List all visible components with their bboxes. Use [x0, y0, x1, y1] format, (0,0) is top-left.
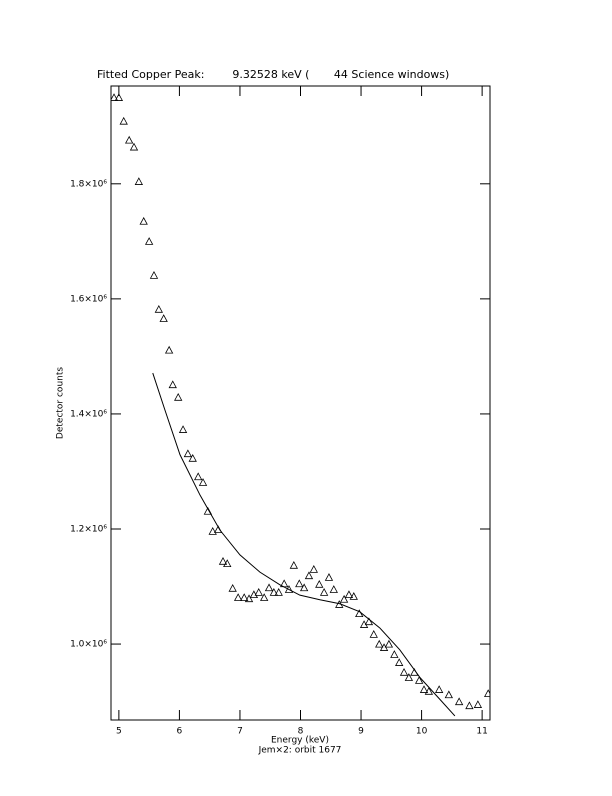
triangle-marker	[274, 588, 283, 596]
triangle-marker	[304, 571, 314, 580]
triangle-marker	[375, 639, 384, 648]
triangle-marker	[369, 630, 378, 638]
triangle-marker	[218, 556, 228, 565]
triangle-marker	[339, 594, 349, 603]
triangle-marker	[144, 237, 154, 245]
x-tick-label: 7	[237, 727, 243, 737]
triangle-marker	[183, 449, 193, 458]
y-tick-label: 1.6×10⁶	[70, 294, 107, 304]
triangle-marker	[198, 478, 208, 486]
triangle-marker	[419, 685, 429, 693]
triangle-marker	[289, 560, 299, 569]
triangle-marker	[159, 314, 168, 322]
x-tick-label: 8	[298, 727, 304, 737]
subtitle: Jem×2: orbit 1677	[258, 746, 342, 756]
fit-line	[152, 372, 456, 717]
triangle-marker	[149, 271, 159, 279]
x-tick-label: 9	[358, 727, 364, 737]
y-tick-label: 1.0×10⁶	[70, 640, 107, 650]
chart-title: Fitted Copper Peak: 9.32528 keV ( 44 Sci…	[97, 68, 449, 81]
triangle-marker	[134, 177, 144, 185]
triangle-marker	[188, 453, 197, 462]
triangle-marker	[244, 594, 254, 603]
triangle-marker	[473, 700, 483, 708]
triangle-marker	[384, 639, 394, 648]
triangle-marker	[299, 583, 309, 592]
triangle-marker	[444, 690, 454, 699]
triangle-marker	[269, 588, 279, 596]
triangle-marker	[329, 585, 338, 593]
triangle-marker	[174, 392, 183, 401]
triangle-marker	[114, 93, 124, 101]
triangle-marker	[264, 583, 274, 592]
triangle-marker	[424, 686, 434, 695]
triangle-marker	[223, 559, 232, 567]
triangle-marker	[254, 588, 263, 596]
triangle-marker	[324, 573, 334, 581]
triangle-marker	[465, 701, 474, 710]
triangle-marker	[284, 585, 294, 593]
triangle-marker	[208, 527, 217, 535]
y-tick-label: 1.2×10⁶	[70, 524, 107, 534]
y-tick-label: 1.4×10⁶	[70, 409, 107, 419]
y-tick-label: 1.8×10⁶	[70, 179, 107, 189]
triangle-marker	[395, 658, 404, 666]
triangle-marker	[228, 583, 237, 592]
triangle-marker	[168, 380, 177, 389]
triangle-marker	[364, 617, 374, 626]
triangle-marker	[390, 650, 399, 658]
triangle-marker	[349, 592, 358, 600]
triangle-marker	[404, 673, 414, 681]
x-tick-label: 5	[116, 727, 122, 737]
triangle-marker	[194, 472, 203, 481]
y-axis-label: Detector counts	[56, 367, 66, 439]
triangle-marker	[260, 593, 269, 601]
triangle-marker	[129, 142, 139, 151]
triangle-marker	[454, 697, 464, 706]
triangle-marker	[111, 93, 119, 101]
triangle-marker	[119, 116, 128, 125]
x-tick-label: 11	[476, 727, 487, 737]
triangle-marker	[154, 304, 163, 313]
x-tick-label: 6	[177, 727, 183, 737]
triangle-marker	[309, 564, 318, 573]
triangle-marker	[233, 593, 243, 601]
triangle-marker	[295, 579, 304, 588]
plot-frame	[110, 85, 491, 721]
x-axis-label: Energy (keV)	[271, 736, 329, 746]
triangle-marker	[164, 345, 174, 354]
triangle-marker	[414, 676, 424, 684]
triangle-marker	[124, 135, 134, 144]
triangle-marker	[240, 593, 249, 601]
triangle-marker	[139, 216, 148, 225]
triangle-marker	[178, 425, 188, 433]
triangle-marker	[399, 667, 409, 676]
triangle-marker	[484, 689, 490, 698]
triangle-marker	[434, 685, 444, 693]
triangle-marker	[249, 590, 259, 599]
x-tick-label: 10	[416, 727, 428, 737]
triangle-marker	[315, 579, 324, 588]
triangle-marker	[344, 590, 354, 599]
plot-area	[111, 93, 490, 717]
triangle-marker	[319, 588, 329, 596]
